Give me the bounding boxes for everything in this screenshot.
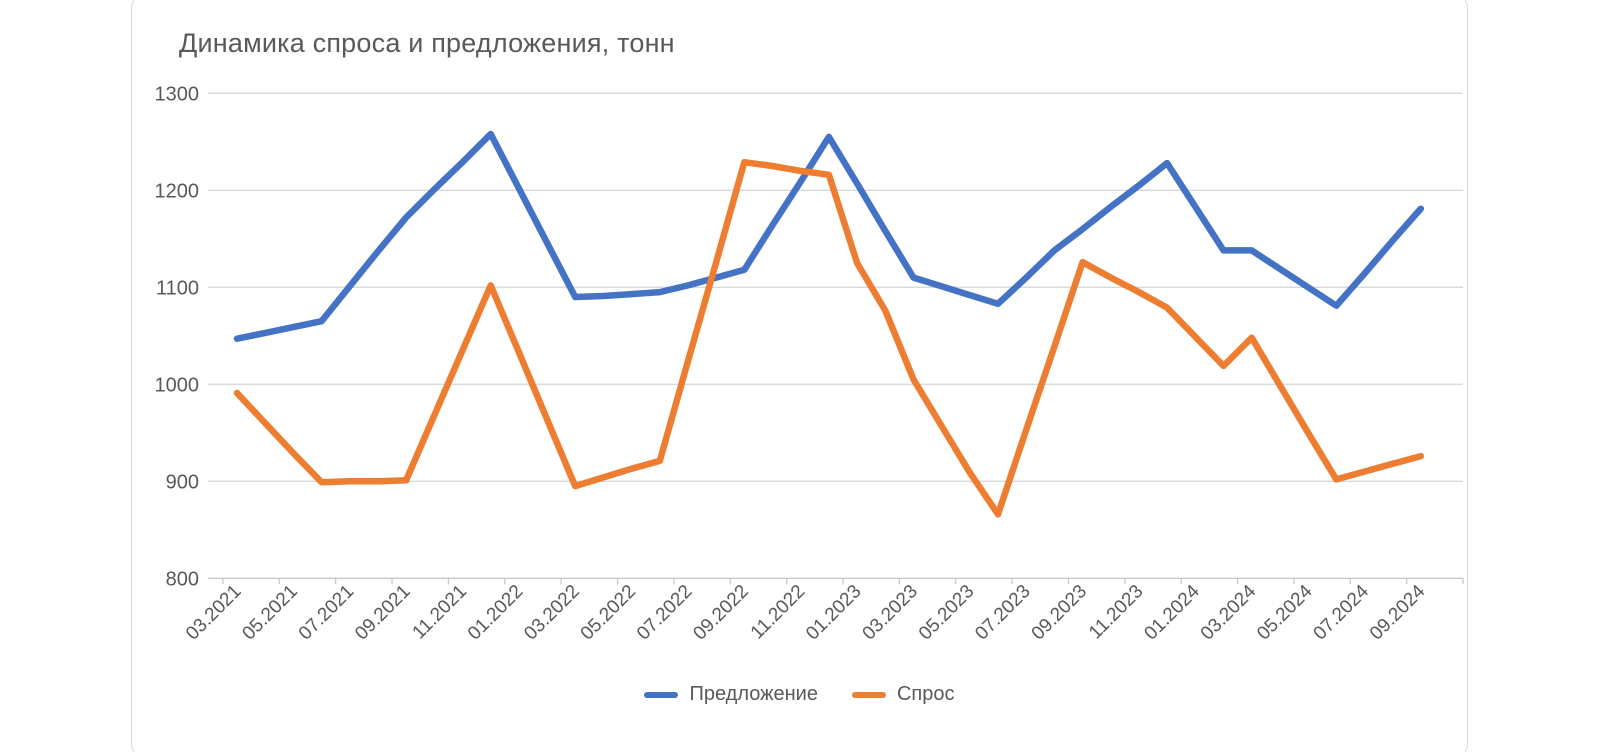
x-axis-tick-label: 01.2023	[802, 581, 865, 644]
legend-item-supply: Предложение	[644, 683, 818, 706]
x-axis-tick-label: 09.2022	[689, 581, 752, 644]
y-axis-tick-label: 800	[166, 568, 199, 590]
chart-panel: Динамика спроса и предложения, тонн 1300…	[131, 0, 1468, 752]
y-axis-tick-label: 900	[166, 471, 199, 493]
x-axis-tick-label: 07.2022	[633, 581, 696, 644]
line-chart-svg: 130012001100100090080003.202105.202107.2…	[155, 83, 1464, 645]
chart-legend: Предложение Спрос	[132, 683, 1467, 706]
y-axis-tick-label: 1100	[156, 277, 199, 299]
chart-title: Динамика спроса и предложения, тонн	[179, 28, 675, 58]
supply-line-swatch	[644, 691, 679, 698]
x-axis-tick-label: 09.2023	[1028, 581, 1091, 644]
supply-legend-label: Предложение	[689, 683, 818, 705]
series-line-предложение	[233, 130, 1425, 342]
x-axis-tick-label: 05.2023	[915, 581, 978, 644]
x-axis-tick-label: 03.2021	[182, 581, 245, 644]
x-axis-tick-label: 01.2022	[464, 581, 527, 644]
demand-legend-label: Спрос	[896, 683, 955, 705]
legend-item-demand: Спрос	[851, 683, 955, 706]
x-axis-tick-label: 07.2024	[1310, 581, 1374, 645]
x-axis-tick-label: 11.2023	[1085, 581, 1147, 643]
x-axis-tick-label: 05.2024	[1253, 581, 1317, 645]
x-axis-tick-label: 07.2021	[295, 581, 358, 644]
x-axis-tick-label: 03.2022	[520, 581, 583, 644]
y-axis-tick-label: 1200	[155, 180, 200, 202]
x-axis-tick-label: 11.2022	[747, 581, 809, 643]
demand-line-swatch	[851, 691, 886, 698]
x-axis-tick-label: 11.2021	[409, 581, 471, 643]
x-axis-tick-label: 03.2024	[1197, 581, 1261, 645]
y-axis-tick-label: 1000	[155, 374, 200, 396]
x-axis-tick-label: 07.2023	[971, 581, 1034, 644]
series-line-спрос	[233, 158, 1425, 518]
x-axis-tick-label: 05.2021	[238, 581, 301, 644]
y-axis-tick-label: 1300	[155, 83, 200, 105]
x-axis-tick-label: 09.2024	[1366, 581, 1430, 645]
x-axis-tick-label: 03.2023	[859, 581, 922, 644]
x-axis-tick-label: 05.2022	[577, 581, 640, 644]
x-axis-tick-label: 09.2021	[351, 581, 414, 644]
x-axis-tick-label: 01.2024	[1140, 581, 1204, 645]
